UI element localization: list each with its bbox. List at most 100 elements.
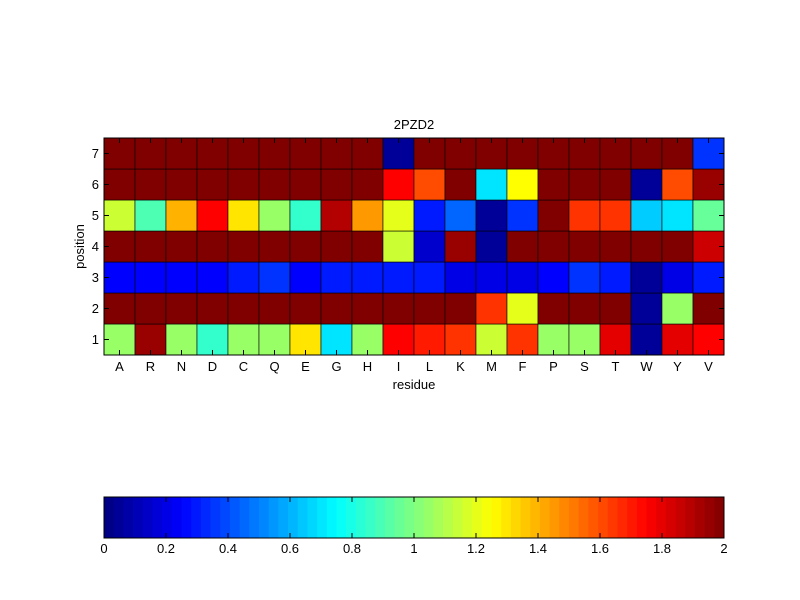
colorbar-segment [220,497,231,538]
heatmap-cell [661,323,694,356]
heatmap-cell [413,168,446,201]
heatmap-cell [599,137,632,170]
x-tick-label: D [208,359,217,374]
heatmap-cell [568,323,601,356]
colorbar-segment [665,497,676,538]
heatmap-cell [599,323,632,356]
heatmap-cell [568,230,601,263]
colorbar-segment [365,497,376,538]
colorbar-tick-label: 2 [720,541,727,556]
heatmap-cell [103,199,136,232]
heatmap-cell [196,199,229,232]
x-tick-label: C [239,359,248,374]
heatmap-cell [537,230,570,263]
chart-title: 2PZD2 [394,117,434,132]
heatmap-cell [320,137,353,170]
x-tick-label: K [456,359,465,374]
heatmap-cell [506,199,539,232]
heatmap-cell [351,199,384,232]
heatmap-cell [289,168,322,201]
heatmap-cell [165,292,198,325]
colorbar-segment [685,497,696,538]
heatmap-cell [320,292,353,325]
colorbar-segment [394,497,405,538]
colorbar-segment [133,497,144,538]
heatmap-cell [568,292,601,325]
heatmap-cell [196,292,229,325]
colorbar-tick-label: 0 [100,541,107,556]
heatmap-cell [537,292,570,325]
colorbar-tick-label: 1.4 [529,541,547,556]
heatmap-cell [351,292,384,325]
y-tick-label: 4 [92,239,99,254]
heatmap-cell [661,261,694,294]
heatmap-cell [258,230,291,263]
heatmap-cell [475,261,508,294]
colorbar-segment [433,497,444,538]
heatmap-cell [320,261,353,294]
x-tick-label: Q [269,359,279,374]
colorbar-tick-label: 1.2 [467,541,485,556]
heatmap-cell [382,199,415,232]
heatmap-cell [661,168,694,201]
y-tick-label: 6 [92,177,99,192]
heatmap-cell [289,292,322,325]
heatmap-cell [506,261,539,294]
heatmap-cell [661,199,694,232]
heatmap-cell [227,168,260,201]
heatmap-cell [103,261,136,294]
colorbar-segment [384,497,396,538]
heatmap-cell [630,230,663,263]
y-tick-label: 5 [92,208,99,223]
heatmap-cell [103,230,136,263]
heatmap-cell [475,168,508,201]
x-tick-label: G [331,359,341,374]
colorbar-segment [414,497,425,538]
heatmap-cell [692,323,725,356]
heatmap-cell [475,292,508,325]
heatmap-cell [537,261,570,294]
heatmap-cell [444,323,477,356]
heatmap-cell [444,292,477,325]
heatmap-cell [630,137,663,170]
y-axis-ticks: 1 2 3 4 5 6 7 [92,146,724,347]
heatmap-cell [537,168,570,201]
colorbar-segment [336,497,347,538]
colorbar-segment [375,497,386,538]
heatmap-cell [630,261,663,294]
colorbar-segment [288,497,299,538]
colorbar-segment [452,497,463,538]
heatmap-cell [227,261,260,294]
heatmap-cell [320,168,353,201]
heatmap-cell [134,168,167,201]
heatmap-cell [506,168,539,201]
colorbar-segment [297,497,308,538]
colorbar-segment [443,497,454,538]
heatmap-cell [134,292,167,325]
heatmap-cell [537,199,570,232]
heatmap-cell [661,230,694,263]
heatmap-cell [196,137,229,170]
heatmap-cell [506,292,539,325]
x-axis-label: residue [393,377,436,392]
heatmap-cell [599,261,632,294]
colorbar-segment [646,497,657,538]
colorbar-segment [278,497,289,538]
colorbar-tick-label: 1.8 [653,541,671,556]
heatmap-cell [444,168,477,201]
colorbar-segment [152,497,163,538]
colorbar-segment [472,497,483,538]
colorbar-segment [200,497,211,538]
colorbar-segment [239,497,250,538]
colorbar-segment [307,497,318,538]
colorbar-segment [607,497,618,538]
heatmap-cell [692,199,725,232]
x-tick-label: P [549,359,558,374]
heatmap-cell [630,199,663,232]
heatmap-cell [320,323,353,356]
colorbar-segment [210,497,221,538]
heatmap-cell [382,261,415,294]
colorbar-segment [404,497,415,538]
